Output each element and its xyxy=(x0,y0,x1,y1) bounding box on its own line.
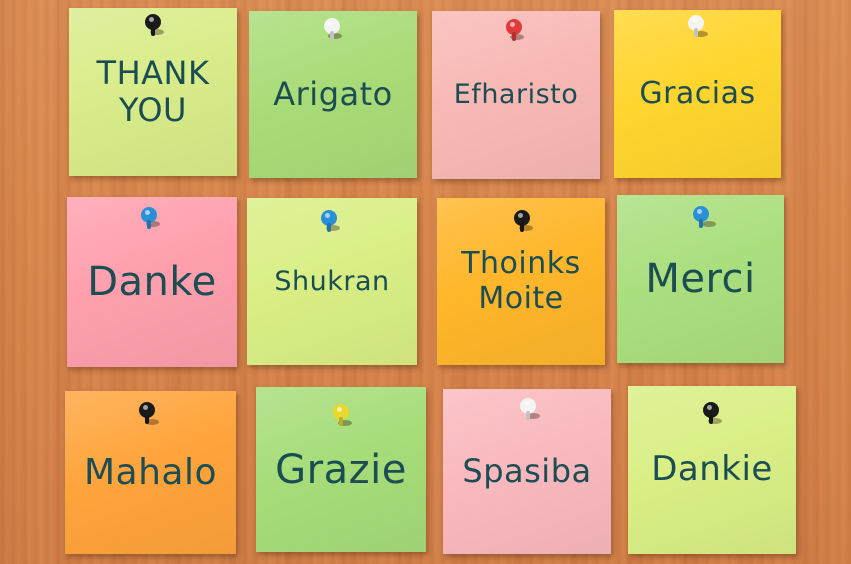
pushpin-black-icon xyxy=(703,402,719,418)
pin-shadow xyxy=(328,33,342,39)
pushpin-white-icon xyxy=(324,18,340,34)
note-text: Efharisto xyxy=(453,79,579,111)
sticky-note-efharisto: Efharisto xyxy=(432,11,600,179)
pushpin-black-icon xyxy=(139,402,155,418)
pin-shadow xyxy=(702,221,716,227)
pushpin-blue-icon xyxy=(321,210,337,226)
sticky-note-grazie: Grazie xyxy=(256,387,426,552)
pushpin-white-icon xyxy=(688,15,704,31)
pin-shadow xyxy=(519,225,533,231)
pin-shadow xyxy=(145,419,159,425)
note-text: Merci xyxy=(645,256,756,302)
sticky-note-shukran: Shukran xyxy=(247,198,417,365)
pushpin-blue-icon xyxy=(141,207,157,223)
pushpin-black-icon xyxy=(514,210,530,226)
note-text: Spasiba xyxy=(462,452,592,491)
note-text: Grazie xyxy=(275,446,407,493)
note-text: Shukran xyxy=(274,265,390,297)
pin-shadow xyxy=(708,418,722,424)
note-text: Gracias xyxy=(639,75,756,111)
note-text: Dankie xyxy=(651,449,773,490)
note-text: THANK YOU xyxy=(96,54,210,129)
sticky-note-thank-you: THANK YOU xyxy=(69,8,237,176)
note-text: Thoinks Moite xyxy=(461,246,581,316)
pushpin-yellow-icon xyxy=(333,404,349,420)
pushpin-white-icon xyxy=(520,398,536,414)
note-text: Danke xyxy=(87,259,217,305)
pushpin-blue-icon xyxy=(693,206,709,222)
pin-shadow xyxy=(694,31,708,37)
pin-shadow xyxy=(510,34,524,40)
sticky-note-gracias: Gracias xyxy=(614,10,781,178)
pin-shadow xyxy=(326,225,340,231)
pushpin-black-icon xyxy=(145,14,161,30)
note-text: Mahalo xyxy=(83,451,218,493)
sticky-note-mahalo: Mahalo xyxy=(65,391,236,554)
note-text: Arigato xyxy=(273,75,393,114)
pin-shadow xyxy=(338,420,352,426)
pushpin-red-icon xyxy=(506,19,522,35)
pin-shadow xyxy=(150,29,164,35)
sticky-note-danke: Danke xyxy=(67,197,237,367)
pin-shadow xyxy=(526,413,540,419)
pin-shadow xyxy=(146,221,160,227)
